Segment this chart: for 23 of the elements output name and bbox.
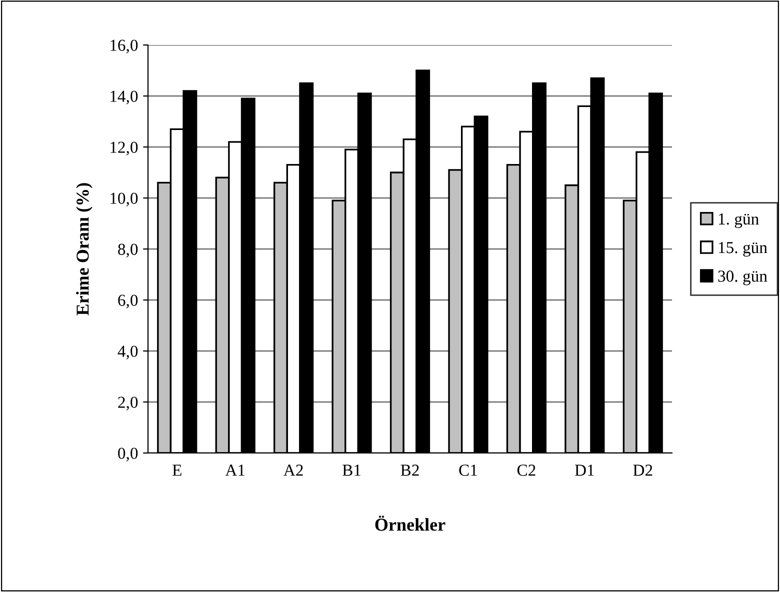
x-tick-label: C2: [517, 464, 536, 476]
x-tick-label: D2: [633, 464, 652, 476]
x-tick-label: B1: [342, 464, 360, 476]
y-tick-label: 16,0: [110, 40, 138, 54]
y-tick-label: 6,0: [118, 294, 138, 308]
x-tick-label: B2: [400, 464, 419, 476]
x-tick-label: A1: [225, 464, 245, 476]
y-tick-label: 8,0: [118, 244, 138, 258]
y-tick-label: 4,0: [118, 346, 138, 360]
x-tick-label: C1: [459, 464, 477, 476]
x-axis-title: Örnekler: [375, 516, 446, 531]
y-axis-title: Erime Oranı (%): [76, 183, 92, 316]
y-tick-label: 12,0: [110, 142, 138, 156]
legend-label: 15. gün: [718, 242, 768, 257]
x-tick-label: E: [172, 464, 182, 476]
y-tick-label: 2,0: [118, 396, 138, 410]
y-tick-label: 0,0: [118, 448, 138, 462]
y-tick-label: 10,0: [110, 192, 138, 206]
legend-label: 30. gün: [718, 270, 768, 286]
y-tick-label: 14,0: [110, 90, 138, 104]
legend-label: 1. gün: [718, 213, 759, 228]
x-tick-label: A2: [284, 464, 303, 476]
x-tick-label: D1: [574, 464, 594, 476]
